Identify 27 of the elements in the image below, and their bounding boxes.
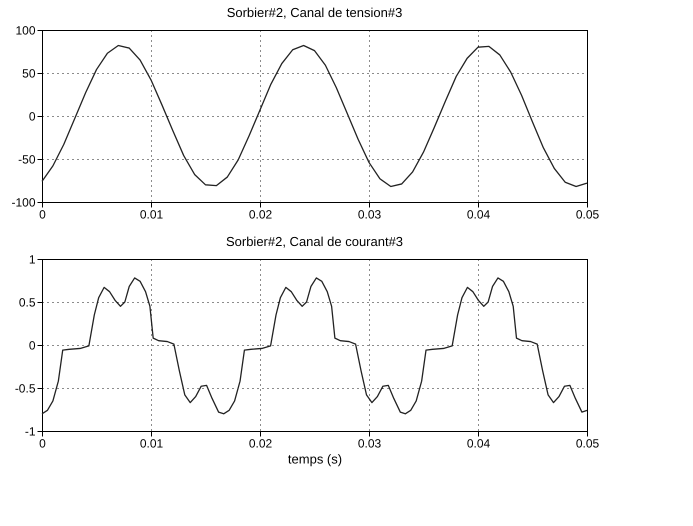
x-tick-label: 0.02 xyxy=(248,208,272,222)
y-tick-label: -0.5 xyxy=(14,382,36,396)
y-tick-label: 100 xyxy=(15,24,36,38)
chart-title: Sorbier#2, Canal de courant#3 xyxy=(226,234,404,249)
y-tick-label: 0 xyxy=(28,110,36,124)
chart-title: Sorbier#2, Canal de tension#3 xyxy=(226,5,402,20)
y-tick-label: -100 xyxy=(11,196,36,210)
y-tick-label: 0.5 xyxy=(18,296,36,310)
x-tick-label: 0.01 xyxy=(140,436,164,450)
x-tick-label: 0.02 xyxy=(248,436,272,450)
y-tick-label: -1 xyxy=(24,424,36,438)
y-tick-label: 0 xyxy=(28,338,36,352)
y-tick-label: -50 xyxy=(18,152,36,166)
x-tick-label: 0.05 xyxy=(576,208,600,222)
x-tick-label: 0.04 xyxy=(466,208,490,222)
x-axis-title: temps (s) xyxy=(288,452,342,466)
x-tick-label: 0.01 xyxy=(140,208,164,222)
x-tick-label: 0.05 xyxy=(576,436,600,450)
line-series xyxy=(41,44,588,188)
line-series xyxy=(41,277,588,414)
x-tick-label: 0 xyxy=(39,208,46,222)
y-tick-label: 1 xyxy=(28,252,36,266)
x-tick-label: 0 xyxy=(39,436,46,450)
x-tick-label: 0.04 xyxy=(466,436,490,450)
y-tick-label: 50 xyxy=(22,66,36,80)
x-tick-label: 0.03 xyxy=(358,208,382,222)
x-tick-label: 0.03 xyxy=(358,436,382,450)
